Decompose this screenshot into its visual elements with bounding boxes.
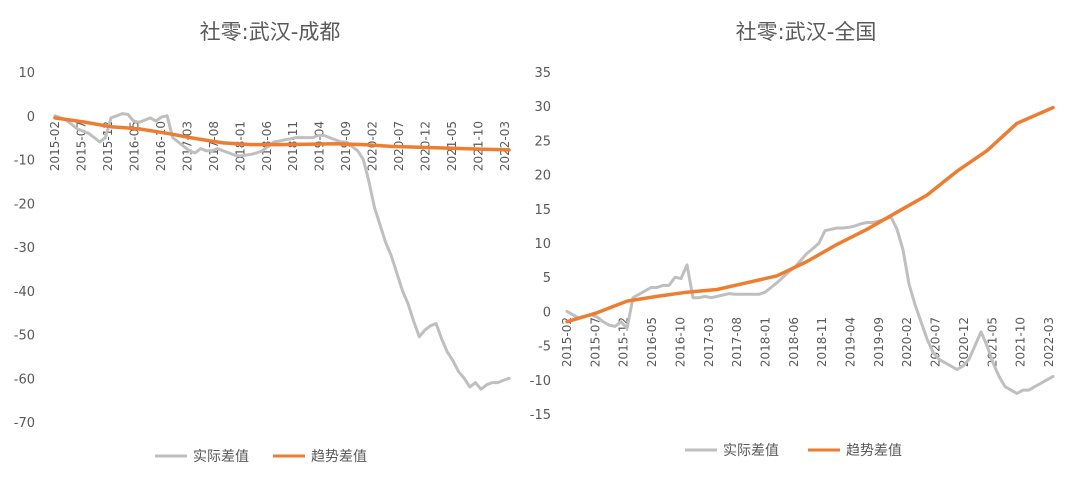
chart-left-y-tick-label: -20 xyxy=(14,197,35,212)
chart-left-x-tick-label: 2022-03 xyxy=(498,121,512,171)
chart-right-y-tick-label: 35 xyxy=(534,66,551,81)
chart-right-x-tick-label: 2021-10 xyxy=(1014,317,1028,367)
chart-left-x-tick-label: 2021-05 xyxy=(445,121,459,171)
chart-left-y-tick-label: 0 xyxy=(27,110,35,125)
chart-right-x-tick-label: 2018-11 xyxy=(815,317,829,367)
chart-right-legend-trend-label: 趋势差值 xyxy=(846,443,902,459)
chart-left-x-tick-label: 2015-02 xyxy=(48,121,62,171)
chart-left-x-tick-label: 2016-05 xyxy=(127,121,141,171)
chart-right-x-tick-label: 2015-02 xyxy=(560,317,574,367)
chart-left-x-tick-label: 2017-08 xyxy=(207,121,221,171)
chart-right-y-tick-label: -10 xyxy=(530,374,551,389)
chart-left-trend-diff-line xyxy=(53,116,511,152)
chart-left-x-tick-label: 2019-04 xyxy=(313,121,327,171)
chart-right-title: 社零:武汉-全国 xyxy=(736,20,877,44)
chart-right-x-tick-label: 2018-06 xyxy=(787,317,801,367)
chart-right-y-tick-label: 25 xyxy=(534,134,551,149)
chart-left-x-tick-label: 2017-03 xyxy=(180,121,194,171)
chart-right-x-tick-label: 2019-09 xyxy=(872,317,886,367)
chart-right-actual-diff-line xyxy=(565,215,1055,395)
chart-right-y-tick-label: 20 xyxy=(534,169,551,184)
chart-left-x-tick-label: 2016-10 xyxy=(154,121,168,171)
chart-left-title: 社零:武汉-成都 xyxy=(200,20,341,44)
chart-right-x-tick-label: 2017-03 xyxy=(702,317,716,367)
chart-right-y-tick-label: 0 xyxy=(543,305,551,320)
chart-left-y-tick-label: -70 xyxy=(14,416,35,431)
chart-left-y-tick-label: -10 xyxy=(14,154,35,169)
chart-right-x-tick-label: 2015-07 xyxy=(588,317,602,367)
chart-left-x-tick-label: 2018-01 xyxy=(233,121,247,171)
chart-right: 社零:武汉-全国 -15 -10 -5 0 5 10 15 20 25 30 35 2015-02 2… xyxy=(530,20,1056,459)
chart-right-y-tick-label: 10 xyxy=(534,237,551,252)
chart-right-y-tick-label: 30 xyxy=(534,100,551,115)
chart-right-x-tick-label: 2022-03 xyxy=(1042,317,1056,367)
chart-left: 社零:武汉-成都 -70 -60 -50 -40 -30 -20 -10 0 10 2015-0… xyxy=(14,20,512,465)
chart-left-x-tick-label: 2019-09 xyxy=(339,121,353,171)
chart-right-y-tick-label: -5 xyxy=(538,340,551,355)
chart-right-trend-diff-line xyxy=(565,105,1055,324)
chart-left-x-tick-label: 2015-12 xyxy=(101,121,115,171)
chart-right-x-tick-label: 2020-12 xyxy=(957,317,971,367)
chart-right-legend-actual-label: 实际差值 xyxy=(723,443,779,459)
chart-left-legend-trend-label: 趋势差值 xyxy=(311,449,367,465)
chart-right-x-tick-label: 2020-07 xyxy=(929,317,943,367)
chart-right-y-tick-label: 15 xyxy=(534,203,551,218)
chart-left-legend-actual-label: 实际差值 xyxy=(193,449,249,465)
chart-right-x-tick-label: 2018-01 xyxy=(758,317,772,367)
chart-right-legend: 实际差值 趋势差值 xyxy=(685,443,902,459)
chart-right-x-tick-label: 2020-02 xyxy=(900,317,914,367)
chart-right-x-tick-label: 2019-04 xyxy=(844,317,858,367)
chart-left-x-tick-label: 2021-10 xyxy=(472,121,486,171)
chart-left-y-tick-label: -60 xyxy=(14,372,35,387)
chart-left-x-tick-label: 2015-07 xyxy=(74,121,88,171)
chart-right-x-tick-label: 2016-05 xyxy=(645,317,659,367)
chart-left-actual-diff-line xyxy=(53,112,511,391)
chart-left-y-tick-label: -40 xyxy=(14,285,35,300)
chart-right-y-tick-label: -15 xyxy=(530,408,551,423)
chart-left-y-tick-label: 10 xyxy=(18,66,35,81)
chart-left-y-tick-label: -50 xyxy=(14,329,35,344)
chart-right-x-tick-label: 2016-10 xyxy=(673,317,687,367)
chart-left-legend: 实际差值 趋势差值 xyxy=(155,449,367,465)
chart-right-x-tick-label: 2017-08 xyxy=(730,317,744,367)
chart-left-y-tick-label: -30 xyxy=(14,241,35,256)
chart-right-y-tick-label: 5 xyxy=(543,271,551,286)
